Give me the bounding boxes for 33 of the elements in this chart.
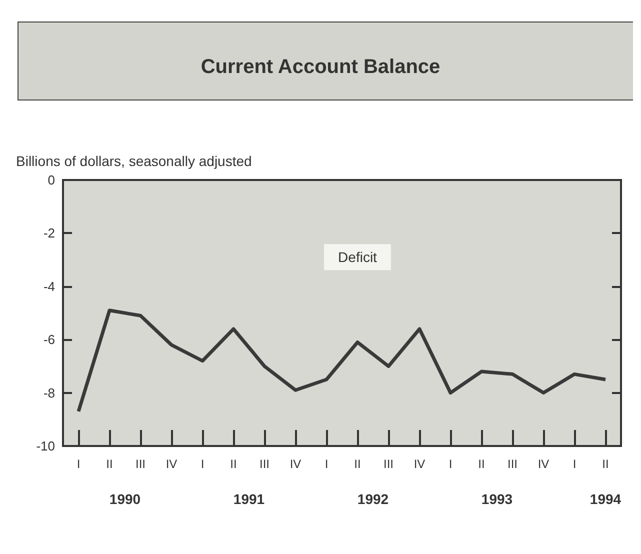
x-tick-label: IV bbox=[538, 457, 550, 471]
text: 1993 bbox=[481, 491, 513, 507]
x-tick-label: III bbox=[259, 457, 270, 471]
y-tick-label: 0 bbox=[48, 172, 55, 188]
y-tick-label: -6 bbox=[43, 332, 55, 348]
x-tick-label: IV bbox=[166, 457, 178, 471]
line-series bbox=[76, 308, 608, 414]
x-tick-label: II bbox=[602, 457, 609, 471]
x-tick-label: I bbox=[572, 457, 576, 471]
y-axis-title: Billions of dollars, seasonally adjusted bbox=[16, 153, 252, 169]
text: 1992 bbox=[357, 491, 389, 507]
annotation: Deficit bbox=[338, 249, 378, 266]
x-tick-label: II bbox=[106, 457, 113, 471]
x-tick-label: II bbox=[230, 457, 237, 471]
text: 1991 bbox=[233, 491, 265, 507]
x-tick-label: II bbox=[478, 457, 485, 471]
x-tick-label: II bbox=[354, 457, 361, 471]
y-tick-label: -10 bbox=[36, 438, 55, 454]
y-tick-label: -8 bbox=[43, 385, 55, 400]
x-tick-label: I bbox=[448, 457, 452, 471]
x-tick-label: I bbox=[324, 457, 328, 471]
x-tick-label: III bbox=[507, 457, 518, 471]
x-tick-label: IV bbox=[414, 457, 426, 471]
x-tick-label: III bbox=[383, 457, 394, 471]
x-tick-label: I bbox=[200, 457, 204, 471]
y-tick-label: -2 bbox=[43, 226, 55, 241]
text: 1994 bbox=[590, 491, 622, 507]
text: 1990 bbox=[109, 491, 141, 507]
x-tick-label: I bbox=[76, 457, 80, 471]
y-tick-label: -4 bbox=[43, 278, 55, 294]
x-tick-label: III bbox=[135, 457, 146, 471]
x-tick-label: IV bbox=[290, 457, 302, 471]
chart-title: Current Account Balance bbox=[200, 56, 440, 78]
